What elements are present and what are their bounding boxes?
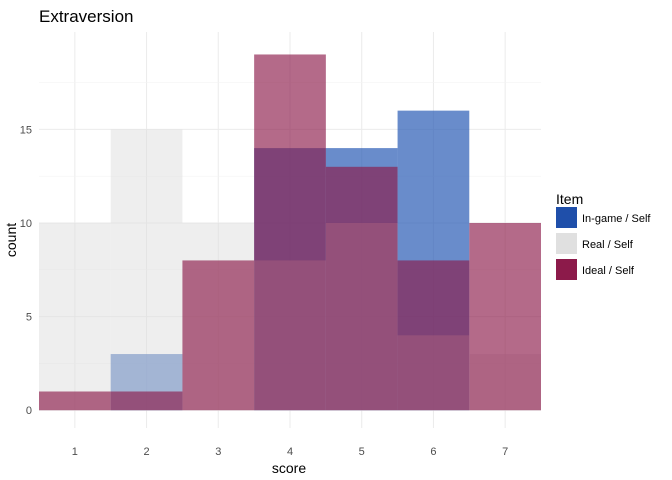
y-tick-label: 5 — [26, 312, 32, 324]
x-axis-ticks: 1 2 3 4 5 6 7 — [72, 446, 508, 458]
bar-series-3-score-1 — [39, 391, 111, 410]
x-tick-label: 3 — [215, 446, 221, 458]
y-tick-label: 10 — [20, 218, 32, 230]
legend-label: Real / Self — [582, 239, 634, 251]
chart-title: Extraversion — [39, 7, 133, 26]
x-tick-label: 4 — [287, 446, 293, 458]
bar-series-3-score-3 — [182, 260, 254, 410]
x-tick-label: 2 — [144, 446, 150, 458]
y-axis-title: count — [3, 223, 19, 257]
bar-series-3-score-7 — [469, 223, 541, 410]
bar-series-3-score-6 — [398, 260, 470, 410]
bar-series-3-score-4 — [254, 54, 326, 410]
legend-label: In-game / Self — [582, 213, 651, 225]
x-tick-label: 6 — [430, 446, 436, 458]
bars — [39, 54, 541, 410]
y-axis-ticks: 0 5 10 15 — [20, 124, 32, 417]
bar-series-3-score-2 — [111, 391, 183, 410]
bar-series-3-score-5 — [326, 167, 398, 410]
legend-key — [556, 259, 577, 280]
x-tick-label: 5 — [359, 446, 365, 458]
bar-series-2-score-2 — [111, 129, 183, 410]
y-tick-label: 0 — [26, 405, 32, 417]
x-axis-title: score — [272, 460, 306, 476]
legend: Item In-game / Self Real / Self Ideal / Se… — [556, 191, 651, 280]
x-tick-label: 1 — [72, 446, 78, 458]
bar-series-2-score-1 — [39, 223, 111, 410]
x-tick-label: 7 — [502, 446, 508, 458]
legend-label: Ideal / Self — [582, 265, 635, 277]
legend-key — [556, 207, 577, 228]
legend-title: Item — [556, 191, 583, 207]
legend-key — [556, 233, 577, 254]
y-tick-label: 15 — [20, 124, 32, 136]
